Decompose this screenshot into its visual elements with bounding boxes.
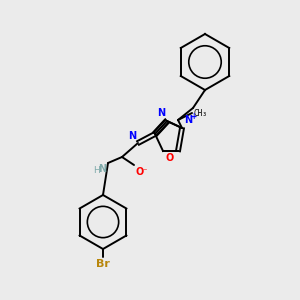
Text: O: O <box>165 153 173 163</box>
Text: O: O <box>136 167 144 177</box>
Text: CH₃: CH₃ <box>194 109 208 118</box>
Text: Br: Br <box>96 259 110 269</box>
Text: N: N <box>184 115 192 125</box>
Text: N: N <box>98 164 106 174</box>
Text: H: H <box>93 166 100 175</box>
Text: ⁻: ⁻ <box>142 166 146 175</box>
Text: +: + <box>190 112 196 121</box>
Text: N: N <box>157 108 165 118</box>
Text: N: N <box>128 131 136 141</box>
